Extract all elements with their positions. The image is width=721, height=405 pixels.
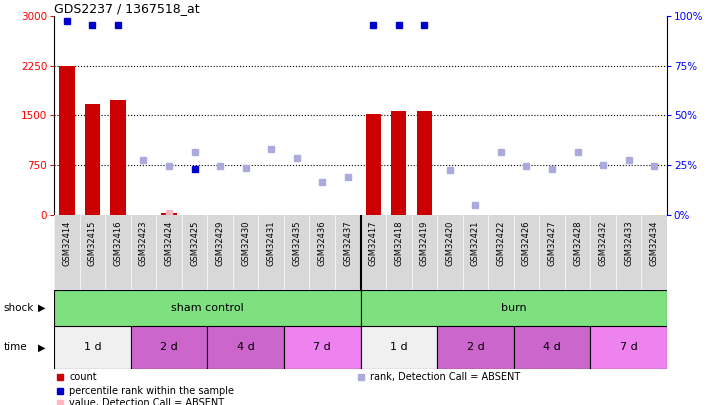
Bar xyxy=(59,66,74,215)
Text: ▶: ▶ xyxy=(37,342,45,352)
Text: GSM32437: GSM32437 xyxy=(343,221,353,266)
Text: rank, Detection Call = ABSENT: rank, Detection Call = ABSENT xyxy=(370,372,520,382)
Text: ▶: ▶ xyxy=(37,303,45,313)
Text: GSM32419: GSM32419 xyxy=(420,221,429,266)
Text: shock: shock xyxy=(4,303,34,313)
Text: count: count xyxy=(69,372,97,382)
Bar xyxy=(162,213,177,215)
Bar xyxy=(590,326,667,369)
Text: 7 d: 7 d xyxy=(314,342,331,352)
Text: time: time xyxy=(4,342,27,352)
Text: 4 d: 4 d xyxy=(236,342,255,352)
Text: GSM32422: GSM32422 xyxy=(497,221,505,266)
Text: GSM32420: GSM32420 xyxy=(446,221,454,266)
Bar xyxy=(284,326,360,369)
Text: GSM32417: GSM32417 xyxy=(368,221,378,266)
Bar xyxy=(513,326,590,369)
Text: GSM32428: GSM32428 xyxy=(573,221,582,266)
Text: GSM32421: GSM32421 xyxy=(471,221,480,266)
Text: GSM32418: GSM32418 xyxy=(394,221,403,266)
Bar xyxy=(391,111,407,215)
Text: 2 d: 2 d xyxy=(160,342,178,352)
Text: GSM32415: GSM32415 xyxy=(88,221,97,266)
Text: GSM32416: GSM32416 xyxy=(113,221,123,266)
Text: GSM32429: GSM32429 xyxy=(216,221,224,266)
Text: GSM32430: GSM32430 xyxy=(241,221,250,266)
Text: GSM32423: GSM32423 xyxy=(139,221,148,266)
Text: value, Detection Call = ABSENT: value, Detection Call = ABSENT xyxy=(69,398,224,405)
Text: GDS2237 / 1367518_at: GDS2237 / 1367518_at xyxy=(54,2,200,15)
Text: 4 d: 4 d xyxy=(543,342,561,352)
Text: GSM32432: GSM32432 xyxy=(598,221,608,266)
Text: GSM32425: GSM32425 xyxy=(190,221,199,266)
Text: 1 d: 1 d xyxy=(390,342,407,352)
Text: burn: burn xyxy=(501,303,526,313)
Bar xyxy=(360,290,667,326)
Text: GSM32433: GSM32433 xyxy=(624,221,633,266)
Bar xyxy=(131,326,208,369)
Text: GSM32424: GSM32424 xyxy=(164,221,174,266)
Bar xyxy=(366,114,381,215)
Bar xyxy=(85,104,100,215)
Text: GSM32426: GSM32426 xyxy=(522,221,531,266)
Bar xyxy=(437,326,513,369)
Text: GSM32436: GSM32436 xyxy=(318,221,327,266)
Bar xyxy=(360,326,437,369)
Bar xyxy=(54,290,360,326)
Text: GSM32431: GSM32431 xyxy=(267,221,275,266)
Bar xyxy=(417,111,432,215)
Text: 2 d: 2 d xyxy=(466,342,485,352)
Bar xyxy=(110,100,125,215)
Text: GSM32427: GSM32427 xyxy=(547,221,557,266)
Text: GSM32435: GSM32435 xyxy=(292,221,301,266)
Bar xyxy=(54,326,131,369)
Text: GSM32434: GSM32434 xyxy=(650,221,659,266)
Bar xyxy=(208,326,284,369)
Text: GSM32414: GSM32414 xyxy=(62,221,71,266)
Text: 7 d: 7 d xyxy=(620,342,637,352)
Text: sham control: sham control xyxy=(171,303,244,313)
Text: percentile rank within the sample: percentile rank within the sample xyxy=(69,386,234,396)
Text: 1 d: 1 d xyxy=(84,342,101,352)
